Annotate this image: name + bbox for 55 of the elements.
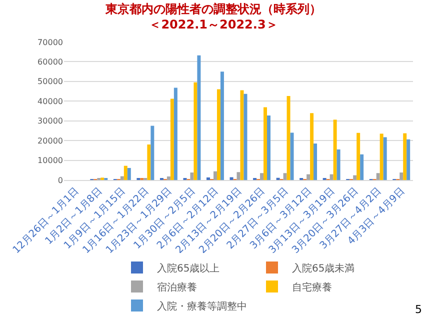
bar bbox=[190, 172, 194, 180]
y-tick-label: 10000 bbox=[38, 156, 63, 166]
bar bbox=[283, 173, 287, 180]
bar bbox=[127, 168, 131, 180]
text: 5 bbox=[415, 303, 422, 316]
bar bbox=[376, 173, 380, 180]
bar bbox=[314, 144, 318, 180]
bar bbox=[336, 149, 340, 180]
bar bbox=[290, 132, 294, 180]
bar bbox=[197, 55, 201, 180]
bar bbox=[194, 82, 198, 180]
bar bbox=[310, 113, 314, 180]
chart-title: 東京都内の陽性者の調整状況（時系列） bbox=[104, 2, 322, 16]
bar bbox=[267, 116, 270, 180]
bar bbox=[213, 171, 217, 180]
legend-label: 入院65歳未満 bbox=[292, 262, 355, 274]
legend-label: 入院・療養等調整中 bbox=[157, 300, 247, 312]
bar bbox=[147, 144, 151, 180]
bar bbox=[380, 134, 384, 180]
y-tick-label: 20000 bbox=[38, 136, 63, 146]
y-tick-label: 70000 bbox=[38, 38, 63, 47]
chart-subtitle: ＜2022.1～2022.3＞ bbox=[149, 17, 278, 32]
bar bbox=[150, 126, 154, 180]
bar bbox=[216, 89, 220, 180]
bar bbox=[170, 98, 174, 180]
bar bbox=[353, 175, 357, 180]
bar bbox=[120, 176, 124, 180]
bar bbox=[240, 90, 244, 180]
legend-label: 宿泊療養 bbox=[157, 281, 197, 294]
bar bbox=[403, 133, 407, 180]
bar bbox=[383, 137, 387, 180]
bar bbox=[206, 177, 210, 180]
bar bbox=[360, 154, 364, 180]
bar bbox=[306, 174, 310, 180]
bar bbox=[124, 166, 128, 180]
bar bbox=[333, 120, 337, 180]
bar bbox=[174, 88, 178, 180]
y-tick-label: 30000 bbox=[38, 116, 63, 126]
legend-label: 自宅療養 bbox=[292, 281, 332, 294]
bar bbox=[244, 94, 248, 180]
y-tick-label: 50000 bbox=[38, 77, 63, 86]
bar bbox=[166, 176, 170, 180]
bar bbox=[406, 139, 410, 180]
bar bbox=[264, 107, 267, 180]
bar bbox=[260, 173, 264, 180]
y-tick-label: 40000 bbox=[38, 96, 63, 106]
bar bbox=[230, 177, 234, 180]
bar bbox=[400, 172, 404, 180]
bar bbox=[356, 132, 360, 180]
bar bbox=[286, 96, 290, 180]
bar bbox=[330, 174, 334, 180]
y-tick-label: 60000 bbox=[38, 58, 63, 67]
legend-label: 入院65歳以上 bbox=[157, 262, 220, 274]
y-tick-label: 0 bbox=[58, 176, 63, 185]
bar bbox=[220, 72, 224, 180]
